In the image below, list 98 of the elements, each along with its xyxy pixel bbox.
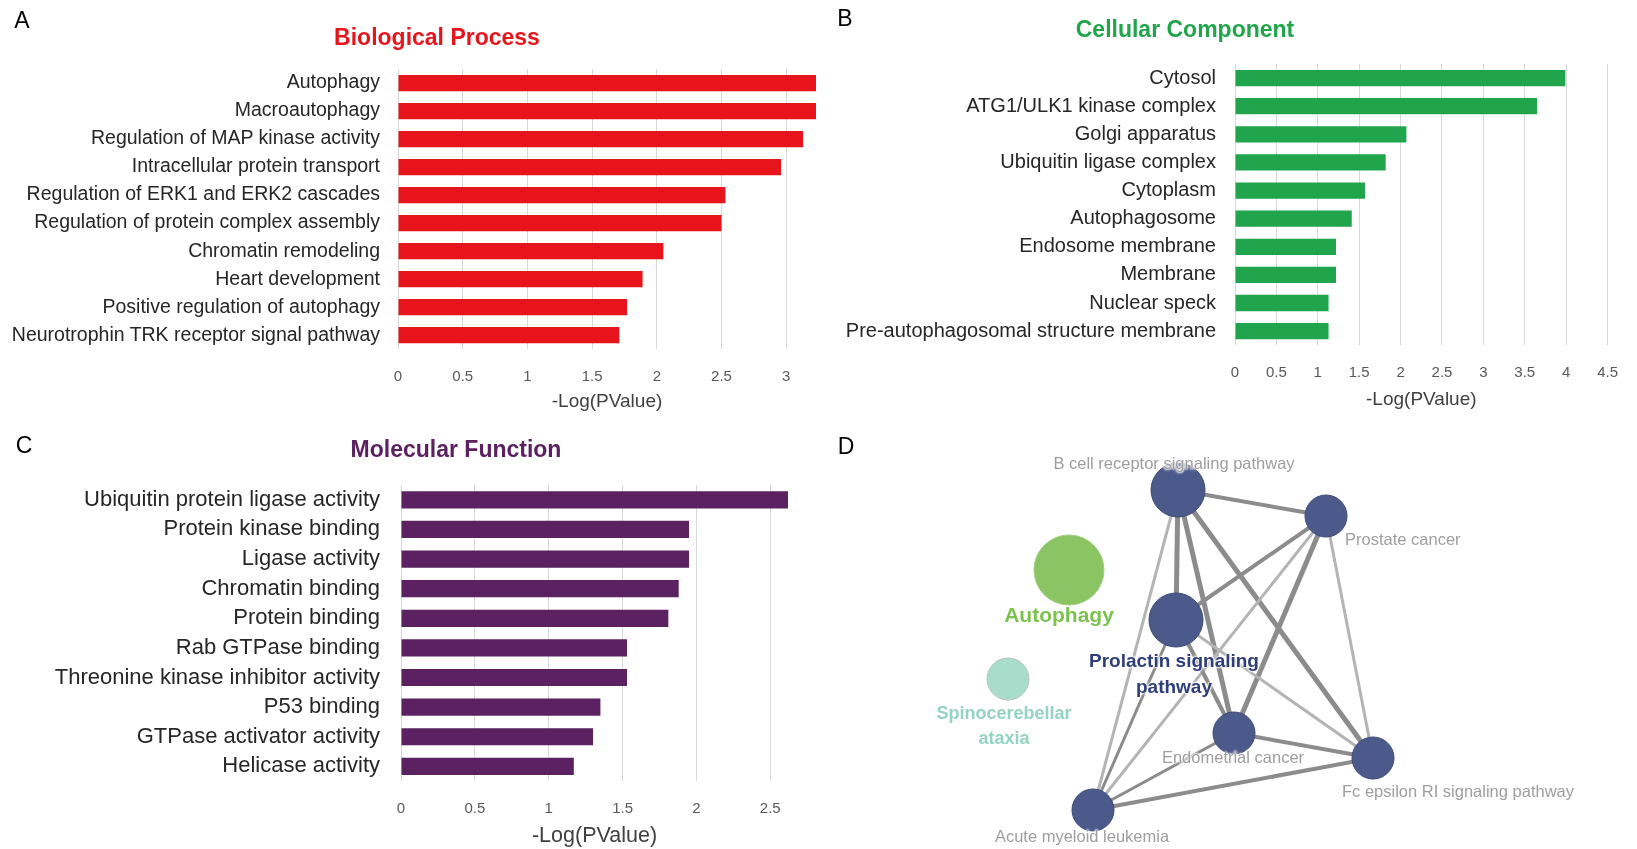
x-tick-label: 0 bbox=[396, 799, 406, 817]
y-tick-label: Nuclear speck bbox=[1089, 290, 1217, 313]
y-tick-label: Chromatin binding bbox=[201, 574, 380, 600]
bar bbox=[401, 639, 627, 657]
y-tick-label: Protein kinase binding bbox=[163, 515, 380, 541]
x-tick-label: 0 bbox=[1230, 363, 1240, 381]
y-tick-label: Ubiquitin ligase complex bbox=[1000, 149, 1216, 172]
text: D bbox=[837, 432, 855, 460]
bar bbox=[401, 520, 690, 539]
x-tick-label: 1.5 bbox=[581, 367, 603, 385]
y-tick-label: Chromatin remodeling bbox=[188, 238, 380, 261]
bar bbox=[398, 74, 816, 92]
y-tick-label: Autophagy bbox=[286, 70, 381, 93]
bar bbox=[1235, 238, 1337, 255]
bar bbox=[401, 491, 788, 509]
bar bbox=[398, 130, 804, 148]
y-tick-label: Regulation of ERK1 and ERK2 cascades bbox=[26, 182, 381, 205]
x-tick-label: 1.5 bbox=[612, 799, 633, 817]
chart-title: Biological Process bbox=[334, 23, 540, 51]
chart-title: Cellular Component bbox=[1075, 15, 1295, 43]
x-tick-label: 1 bbox=[523, 367, 532, 385]
y-tick-label: Regulation of protein complex assembly bbox=[34, 210, 381, 233]
bar bbox=[401, 580, 679, 598]
y-tick-label: P53 binding bbox=[263, 693, 380, 719]
bar bbox=[398, 327, 620, 344]
x-tick-label: 0 bbox=[393, 367, 403, 385]
y-tick-label: Cytoplasm bbox=[1121, 178, 1216, 201]
y-tick-label: Positive regulation of autophagy bbox=[102, 294, 381, 317]
bar bbox=[1235, 294, 1329, 312]
bar bbox=[1235, 69, 1566, 87]
x-tick-label: 4.5 bbox=[1597, 363, 1618, 381]
x-tick-label: 4 bbox=[1562, 363, 1571, 381]
text: Acute myeloid leukemia bbox=[994, 826, 1170, 846]
text: Fc epsilon RI signaling pathway bbox=[1341, 781, 1575, 801]
y-tick-label: Macroautophagy bbox=[234, 98, 381, 121]
bar bbox=[398, 299, 628, 316]
x-axis-title: -Log(PValue) bbox=[531, 823, 658, 848]
x-tick-label: 2.5 bbox=[711, 367, 732, 385]
bar bbox=[401, 609, 669, 627]
x-tick-label: 2 bbox=[692, 799, 701, 817]
y-tick-label: Pre-autophagosomal structure membrane bbox=[845, 318, 1216, 341]
bar bbox=[398, 243, 664, 260]
bar bbox=[398, 158, 782, 176]
x-tick-label: 3 bbox=[782, 367, 791, 385]
bar bbox=[401, 698, 601, 716]
x-tick-label: 1 bbox=[544, 799, 553, 817]
bar bbox=[398, 186, 726, 204]
text: A bbox=[14, 6, 30, 34]
bar bbox=[401, 550, 690, 568]
y-tick-label: Ubiquitin protein ligase activity bbox=[84, 485, 380, 511]
y-tick-label: Intracellular protein transport bbox=[131, 154, 381, 177]
x-tick-label: 0.5 bbox=[464, 799, 486, 817]
y-tick-label: Heart development bbox=[215, 266, 381, 289]
bar bbox=[1235, 154, 1386, 171]
chart-title: Molecular Function bbox=[350, 435, 562, 463]
x-tick-label: 2.5 bbox=[759, 799, 781, 817]
y-tick-label: Threonine kinase inhibitor activity bbox=[54, 663, 380, 689]
x-tick-label: 2 bbox=[1396, 363, 1405, 381]
x-tick-label: 1 bbox=[1313, 363, 1322, 381]
text: B bbox=[837, 4, 853, 32]
y-tick-label: GTPase activator activity bbox=[136, 722, 380, 748]
y-tick-label: Ligase activity bbox=[241, 545, 380, 571]
bar bbox=[401, 757, 574, 775]
x-tick-label: 3.5 bbox=[1514, 363, 1536, 381]
x-axis-title: -Log(PValue) bbox=[1366, 387, 1477, 409]
y-tick-label: Neurotrophin TRK receptor signal pathway bbox=[11, 322, 381, 345]
x-tick-label: 0.5 bbox=[1265, 363, 1287, 381]
y-tick-label: ATG1/ULK1 kinase complex bbox=[966, 93, 1216, 116]
x-tick-label: 2 bbox=[652, 367, 661, 385]
y-tick-label: Endosome membrane bbox=[1019, 234, 1216, 257]
y-tick-label: Regulation of MAP kinase activity bbox=[90, 126, 381, 149]
bar bbox=[401, 668, 627, 687]
bar bbox=[1235, 98, 1538, 115]
bar bbox=[1235, 210, 1352, 227]
x-tick-label: 1.5 bbox=[1348, 363, 1370, 381]
bar bbox=[398, 102, 816, 120]
bar bbox=[401, 728, 594, 746]
x-tick-label: 3 bbox=[1479, 363, 1488, 381]
y-tick-label: Rab GTPase binding bbox=[175, 633, 380, 659]
y-tick-label: Helicase activity bbox=[222, 752, 380, 778]
text: B cell receptor signaling pathway bbox=[1053, 453, 1295, 473]
bar bbox=[1235, 126, 1407, 143]
text: Prostate cancer bbox=[1345, 529, 1461, 549]
bar bbox=[1235, 182, 1365, 199]
x-tick-label: 0.5 bbox=[452, 367, 474, 385]
bar bbox=[1235, 322, 1329, 340]
bar bbox=[398, 214, 722, 232]
x-axis-title: -Log(PValue) bbox=[551, 389, 663, 411]
y-tick-label: Protein binding bbox=[233, 604, 380, 630]
bar bbox=[1235, 266, 1337, 284]
text: C bbox=[15, 431, 33, 459]
bar bbox=[398, 271, 643, 288]
y-tick-label: Cytosol bbox=[1149, 65, 1216, 88]
x-tick-label: 2.5 bbox=[1431, 363, 1453, 381]
y-tick-label: Autophagosome bbox=[1070, 206, 1216, 229]
text: Spinocerebellar ataxia bbox=[935, 702, 1073, 750]
y-tick-label: Membrane bbox=[1120, 262, 1216, 285]
y-tick-label: Golgi apparatus bbox=[1074, 121, 1216, 144]
